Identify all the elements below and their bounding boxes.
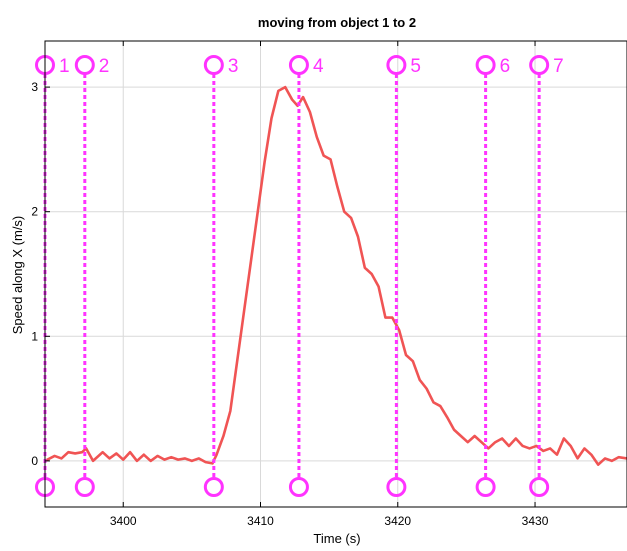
event-marker-bottom-7: [529, 477, 550, 497]
y-axis-label: Speed along X (m/s): [10, 216, 25, 335]
event-marker-bottom-5: [386, 477, 407, 497]
plot-frame: [44, 40, 627, 508]
event-marker-label-4: 4: [313, 56, 324, 77]
chart-title: moving from object 1 to 2: [258, 15, 416, 30]
x-axis-label: Time (s): [313, 531, 360, 546]
y-tick-label: 3: [31, 80, 38, 94]
event-marker-bottom-4: [288, 477, 309, 497]
event-marker-label-7: 7: [553, 56, 564, 77]
series-layer: [43, 85, 627, 466]
event-marker-label-6: 6: [500, 56, 511, 77]
y-tick-label: 1: [31, 329, 38, 343]
event-marker-top-6: [475, 55, 496, 75]
event-marker-label-5: 5: [410, 56, 421, 77]
series-line-0: [43, 85, 627, 466]
x-tick-label: 3400: [110, 514, 137, 528]
event-marker-label-1: 1: [59, 56, 70, 77]
x-tick-label: 3420: [384, 514, 411, 528]
x-tick-label: 3410: [247, 514, 274, 528]
event-marker-top-4: [288, 55, 309, 75]
event-marker-top-3: [203, 55, 224, 75]
event-marker-bottom-6: [475, 477, 496, 497]
event-marker-top-5: [386, 55, 407, 75]
event-marker-label-2: 2: [99, 56, 110, 77]
tick-labels: 3400 3410 3420 3430 0 1 2 3: [31, 80, 548, 528]
marker-layer: 1 2 3 4 5 6 7: [35, 55, 564, 497]
event-marker-top-7: [529, 55, 550, 75]
event-marker-bottom-3: [203, 477, 224, 497]
event-marker-bottom-2: [74, 477, 95, 497]
x-tick-label: 3430: [522, 514, 549, 528]
event-marker-top-2: [74, 55, 95, 75]
y-tick-label: 0: [31, 454, 38, 468]
event-marker-label-3: 3: [228, 56, 239, 77]
y-tick-label: 2: [31, 205, 38, 219]
axes-frame: [44, 40, 627, 508]
